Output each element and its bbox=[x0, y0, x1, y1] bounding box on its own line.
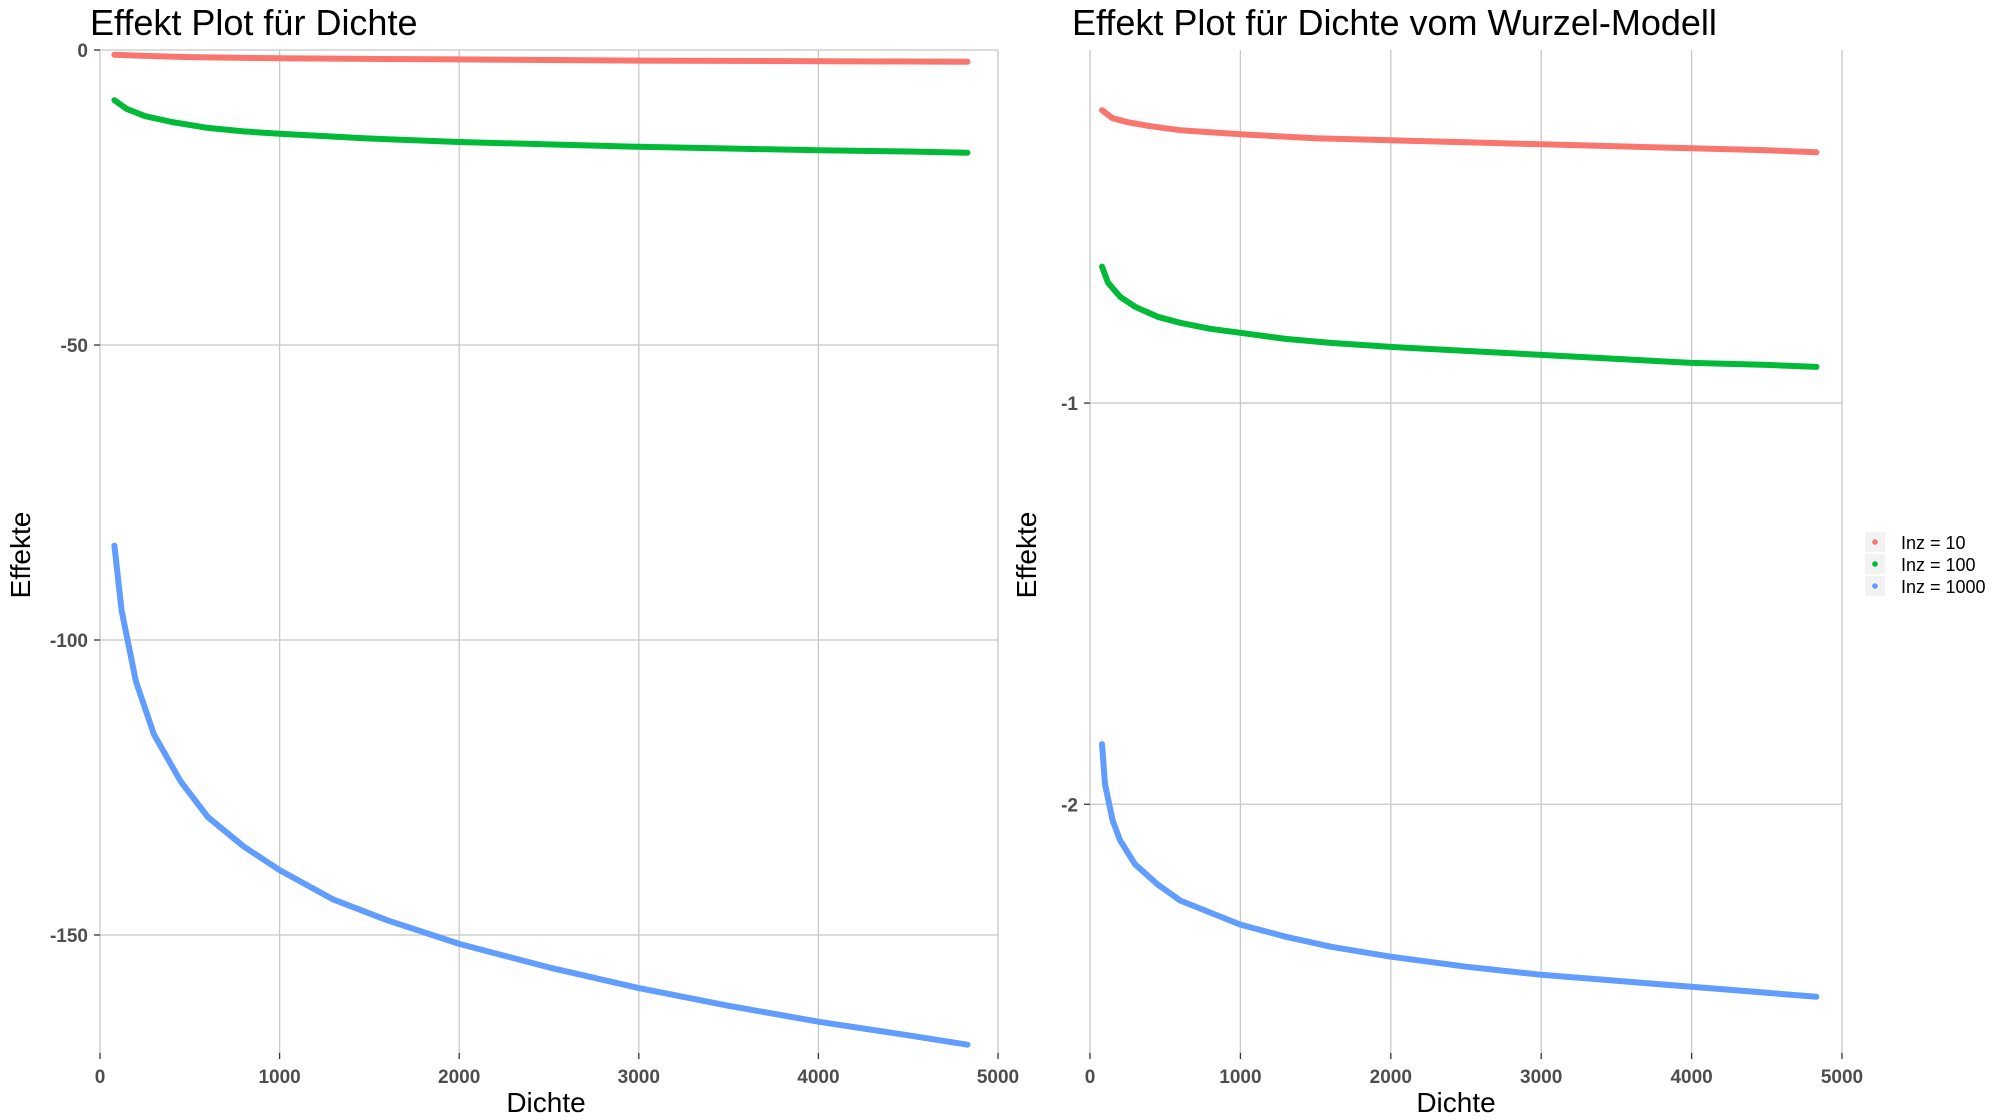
legend-marker bbox=[1872, 561, 1878, 567]
x-tick-label: 2000 bbox=[438, 1067, 480, 1088]
left-y-axis-title: Effekte bbox=[5, 512, 36, 599]
left-x-axis-title: Dichte bbox=[506, 1087, 585, 1118]
y-tick-label: -100 bbox=[50, 631, 88, 652]
series-line bbox=[1099, 741, 1820, 1000]
series-line bbox=[1099, 263, 1820, 370]
right-y-ticks: -1 -2 bbox=[1061, 394, 1090, 816]
x-tick-label: 2000 bbox=[1370, 1067, 1412, 1088]
left-panel: 0 1000 2000 3000 4000 5000 0 -50 -100 -150 Effek… bbox=[5, 2, 1019, 1118]
left-grid bbox=[99, 49, 999, 1053]
left-chart-title: Effekt Plot für Dichte bbox=[90, 2, 417, 43]
x-tick-label: 4000 bbox=[797, 1067, 839, 1088]
y-tick-label: -150 bbox=[50, 926, 88, 947]
left-series bbox=[111, 51, 971, 1048]
right-x-ticks: 0 1000 2000 3000 4000 5000 bbox=[1085, 1053, 1863, 1088]
x-tick-label: 5000 bbox=[977, 1067, 1019, 1088]
x-tick-label: 0 bbox=[1085, 1067, 1096, 1088]
series-line bbox=[111, 97, 971, 156]
y-tick-label: 0 bbox=[77, 41, 88, 62]
legend-label: Inz = 1000 bbox=[1901, 577, 1986, 597]
series-line bbox=[111, 51, 971, 65]
series-line bbox=[1099, 107, 1820, 156]
right-grid bbox=[1089, 50, 1843, 1053]
x-tick-label: 3000 bbox=[618, 1067, 660, 1088]
legend-label: Inz = 10 bbox=[1901, 533, 1966, 553]
x-tick-label: 1000 bbox=[258, 1067, 300, 1088]
right-chart-title: Effekt Plot für Dichte vom Wurzel-Modell bbox=[1072, 2, 1717, 43]
y-tick-label: -1 bbox=[1061, 394, 1078, 415]
x-tick-label: 5000 bbox=[1821, 1067, 1863, 1088]
x-tick-label: 4000 bbox=[1670, 1067, 1712, 1088]
x-tick-label: 3000 bbox=[1520, 1067, 1562, 1088]
series-line bbox=[111, 542, 971, 1048]
x-tick-label: 1000 bbox=[1219, 1067, 1261, 1088]
legend-marker bbox=[1872, 539, 1878, 545]
left-x-ticks: 0 1000 2000 3000 4000 5000 bbox=[95, 1053, 1019, 1088]
x-tick-label: 0 bbox=[95, 1067, 106, 1088]
legend-marker bbox=[1872, 583, 1878, 589]
y-tick-label: -50 bbox=[61, 336, 88, 357]
right-series bbox=[1099, 107, 1820, 1000]
right-panel: 0 1000 2000 3000 4000 5000 -1 -2 Effekt Plot f… bbox=[1011, 2, 1863, 1118]
y-tick-label: -2 bbox=[1061, 795, 1078, 816]
right-y-axis-title: Effekte bbox=[1011, 512, 1042, 599]
legend-label: Inz = 100 bbox=[1901, 555, 1976, 575]
left-y-ticks: 0 -50 -100 -150 bbox=[50, 41, 100, 947]
right-x-axis-title: Dichte bbox=[1416, 1087, 1495, 1118]
